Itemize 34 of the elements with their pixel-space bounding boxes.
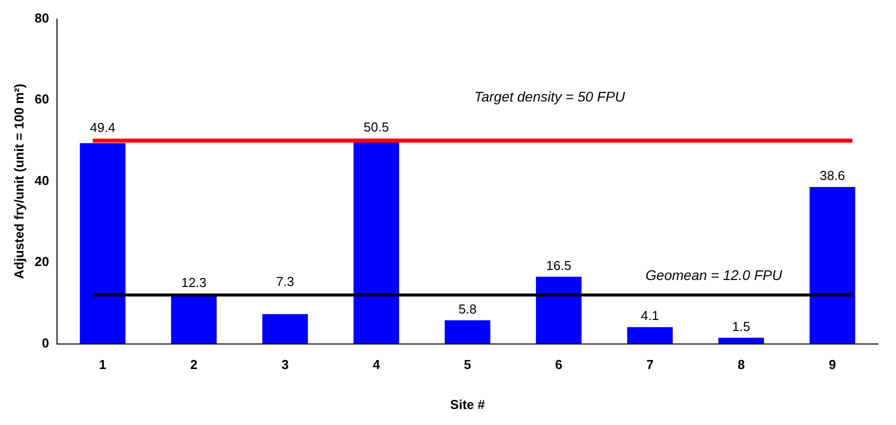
data-label: 7.3: [276, 274, 294, 290]
y-tick-label: 0: [42, 335, 50, 350]
x-tick-label: 5: [464, 357, 472, 372]
x-tick-label: 8: [738, 357, 745, 372]
x-tick-label: 4: [372, 357, 381, 372]
data-label: 5.8: [458, 301, 477, 316]
bar: [262, 314, 308, 344]
ref-line-label: Geomean = 12.0 FPU: [646, 266, 783, 283]
data-label: 50.5: [364, 120, 389, 135]
x-tick-label: 7: [646, 357, 654, 372]
y-axis-title: Adjusted fry/unit (unit = 100 m²): [11, 84, 26, 279]
x-tick-label: 2: [190, 357, 198, 372]
data-label: 16.5: [546, 258, 572, 273]
x-tick-label: 3: [281, 357, 289, 372]
bar: [80, 143, 126, 344]
x-tick-label: 1: [99, 357, 106, 372]
x-tick-label: 9: [828, 357, 836, 372]
data-label: 49.4: [90, 120, 116, 135]
x-axis-title: Site #: [450, 396, 486, 412]
y-tick-label: 20: [34, 254, 50, 270]
bar: [627, 327, 673, 344]
y-tick-label: 40: [34, 172, 50, 188]
data-label: 12.3: [181, 274, 207, 290]
bar: [718, 338, 764, 344]
data-label: 4.1: [640, 308, 659, 324]
bar: [444, 320, 490, 344]
y-tick-label: 60: [34, 92, 50, 107]
data-label: 38.6: [820, 168, 846, 184]
y-tick-label: 80: [34, 10, 50, 26]
bar: [810, 186, 856, 344]
bar: [536, 276, 582, 344]
data-label: 1.5: [732, 318, 750, 334]
x-tick-label: 6: [555, 357, 562, 372]
ref-line-label: Target density = 50 FPU: [474, 88, 626, 105]
